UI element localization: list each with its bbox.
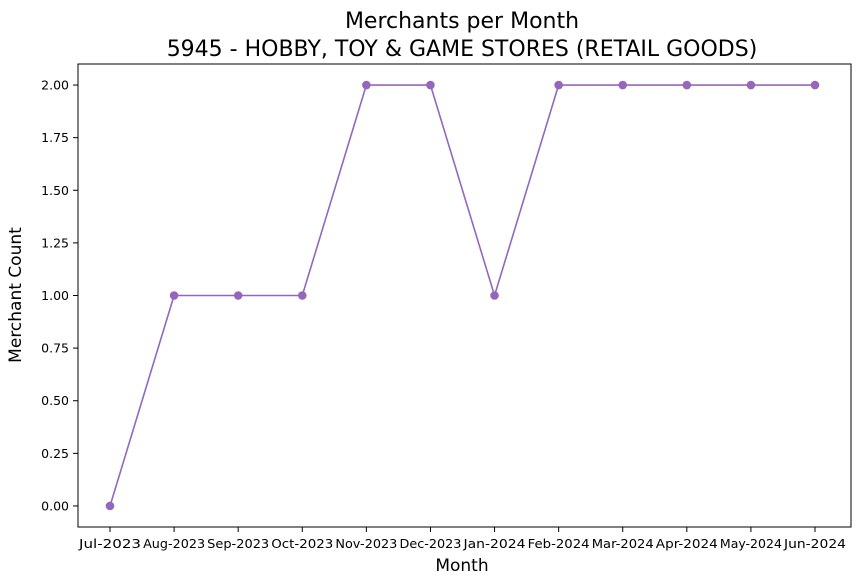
x-tick-label: Nov-2023 <box>335 536 397 551</box>
x-tick-label: Dec-2023 <box>399 536 461 551</box>
data-point <box>105 501 115 511</box>
y-tick-label: 1.00 <box>41 288 69 303</box>
x-tick-label: Aug-2023 <box>143 536 205 551</box>
data-point <box>810 80 820 90</box>
y-tick-label: 2.00 <box>41 78 69 93</box>
data-point <box>362 80 371 90</box>
data-point <box>169 291 179 300</box>
chart-title-line-1: Merchants per Month <box>345 9 579 34</box>
x-tick-label: Jul-2023 <box>78 536 141 551</box>
plot-frame <box>77 63 852 528</box>
y-axis-ticks: 0.00 0.25 0.50 0.75 1.00 1.25 1.50 1.75 2.00 <box>41 78 78 513</box>
x-tick-label: Jun-2024 <box>783 536 846 551</box>
x-axis-ticks: Jul-2023 Aug-2023 Sep-2023 Oct-2023 Nov-2023… <box>78 527 846 551</box>
x-tick-label: Sep-2023 <box>207 536 269 551</box>
chart-title-line-2: 5945 - HOBBY, TOY & GAME STORES (RETAIL … <box>167 37 758 62</box>
x-tick-label: Apr-2024 <box>656 536 718 551</box>
y-tick-label: 1.50 <box>41 183 69 198</box>
x-tick-label: Mar-2024 <box>592 536 654 551</box>
data-point <box>233 291 243 300</box>
data-point <box>682 80 692 90</box>
series-layer <box>105 80 820 511</box>
x-axis-label: Month <box>435 556 488 576</box>
data-point <box>297 291 307 300</box>
x-tick-label: Oct-2023 <box>271 536 333 551</box>
data-point <box>554 80 563 90</box>
series-line <box>109 84 815 507</box>
data-point <box>426 80 435 90</box>
y-tick-label: 0.25 <box>41 446 69 461</box>
y-tick-label: 0.50 <box>41 393 69 408</box>
y-axis-label: Merchant Count <box>6 227 26 363</box>
y-tick-label: 1.75 <box>41 130 69 145</box>
data-point <box>618 80 628 90</box>
y-tick-label: 0.00 <box>41 498 69 513</box>
data-point <box>490 291 499 300</box>
x-tick-label: Jan-2024 <box>462 536 525 551</box>
x-tick-label: Feb-2024 <box>528 536 590 551</box>
data-point <box>746 80 756 90</box>
y-tick-label: 0.75 <box>41 341 69 356</box>
y-tick-label: 1.25 <box>41 235 69 250</box>
x-tick-label: May-2024 <box>720 536 782 551</box>
